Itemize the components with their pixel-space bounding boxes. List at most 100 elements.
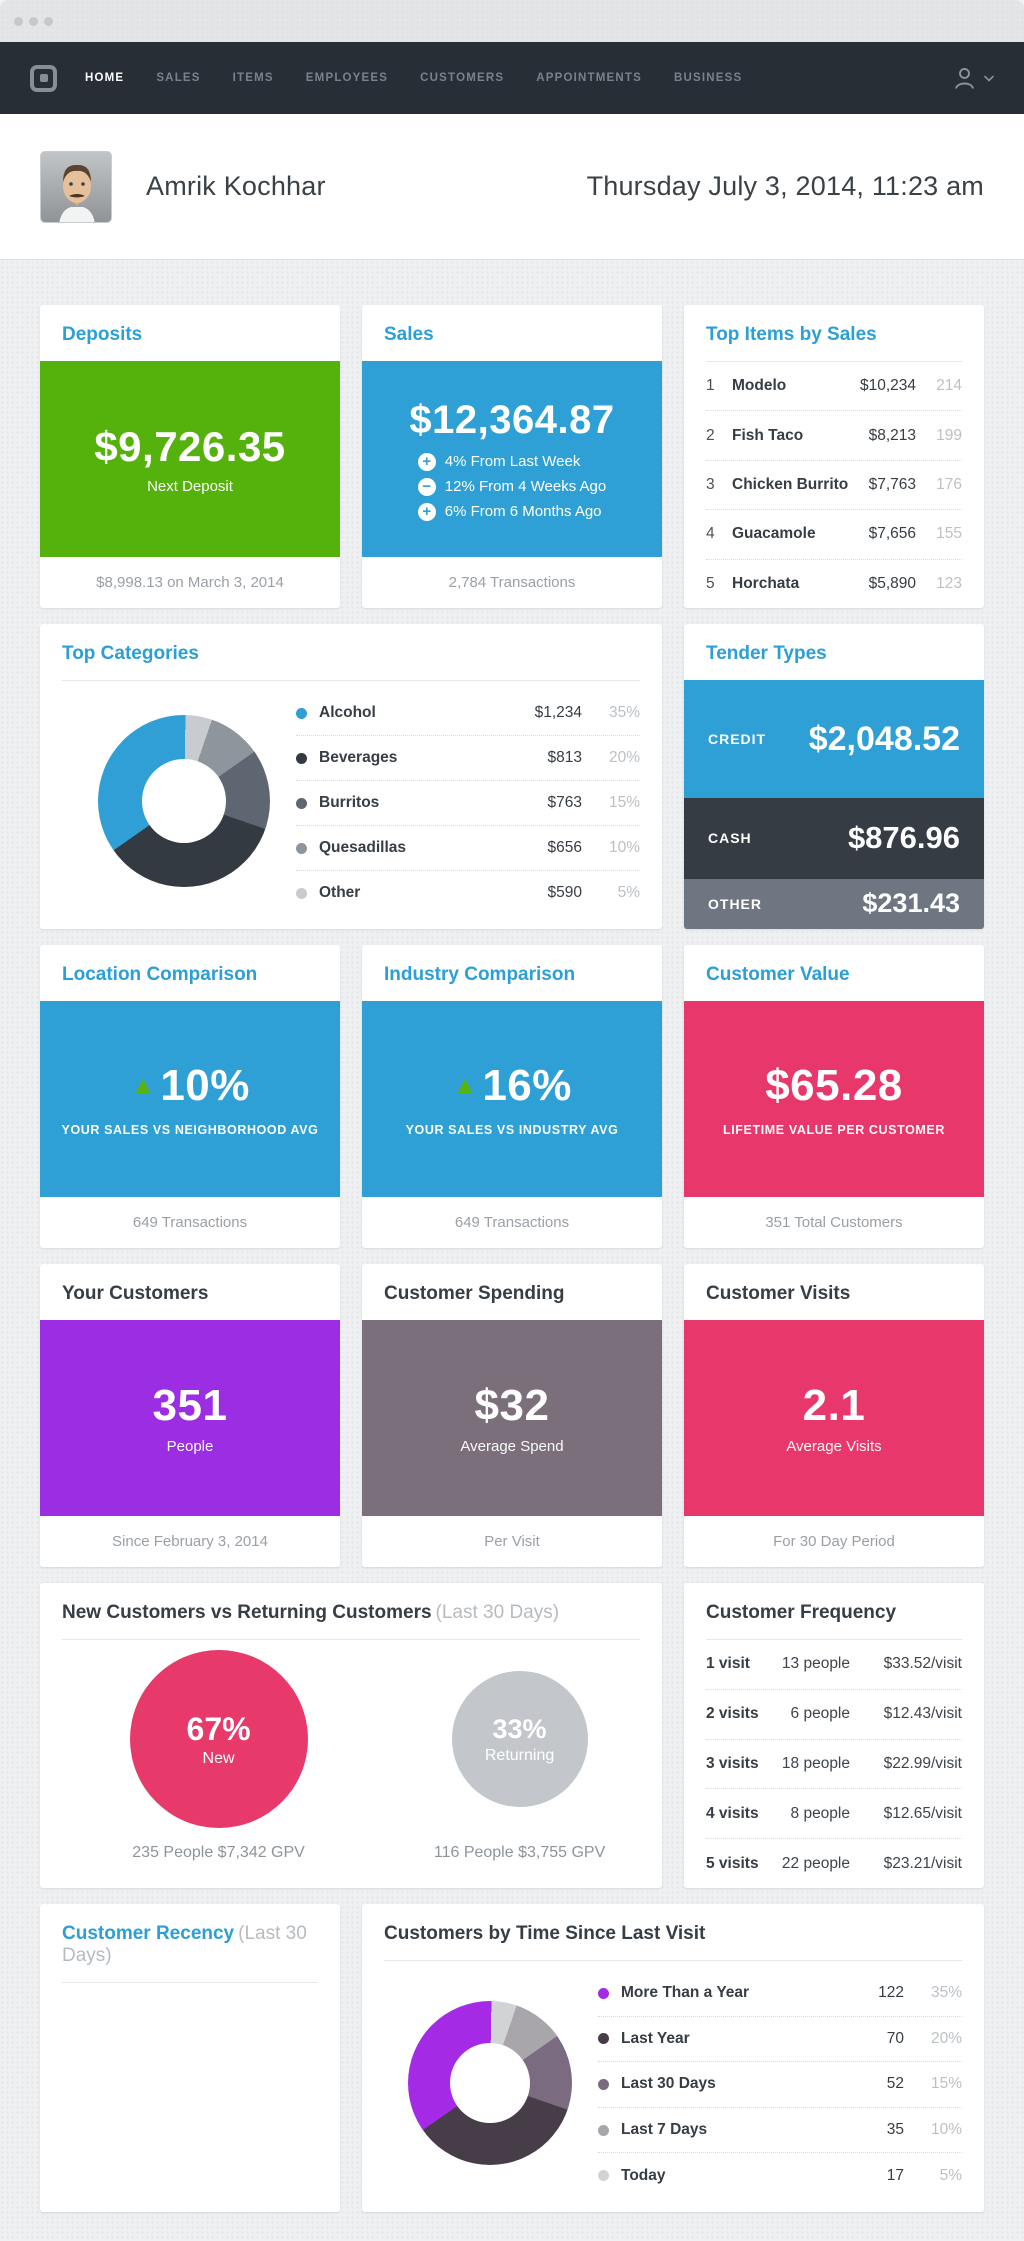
customer-visits-footer: For 30 Day Period [773, 1533, 895, 1550]
customer-spending-value: $32 [474, 1381, 550, 1430]
customer-recency-title: Customer Recency (Last 30 Days) [40, 1904, 340, 1982]
categories-legend: Alcohol $1,234 35% Beverages $813 20% [296, 687, 640, 915]
title-text: New Customers vs Returning Customers [62, 1602, 432, 1623]
customer-spending-footer: Per Visit [484, 1533, 540, 1550]
customer-frequency-card: Customer Frequency 1 visit 13 people $33… [684, 1583, 984, 1888]
current-date: Thursday July 3, 2014, 11:23 am [586, 171, 984, 201]
customer-value-label: LIFETIME VALUE PER CUSTOMER [723, 1123, 945, 1137]
legend-bullet-icon [598, 2170, 609, 2182]
people-count: 13 people [781, 1655, 850, 1673]
top-items-list: 1 Modelo $10,234 214 2 Fish Taco $8,213 … [684, 361, 984, 608]
legend-label: Beverages [319, 749, 398, 766]
window-control-icon[interactable] [14, 16, 23, 26]
customer-spending-card: Customer Spending $32 Average Spend Per … [362, 1264, 662, 1567]
legend-label: Today [621, 2166, 666, 2184]
nav-item-sales[interactable]: SALES [156, 72, 201, 84]
legend-bullet-icon [598, 2124, 609, 2136]
legend-row: Beverages $813 20% [296, 735, 640, 780]
window-control-icon[interactable] [44, 16, 53, 26]
up-arrow-icon: ▲ [452, 1070, 479, 1100]
visits-label: 3 visits [706, 1754, 759, 1772]
nav-item-customers[interactable]: CUSTOMERS [420, 72, 505, 84]
top-categories-card: Top Categories Alcohol $1,234 35% B [40, 624, 662, 929]
item-rank: 5 [706, 574, 715, 592]
list-item: 5 Horchata $5,890 123 [706, 558, 962, 608]
legend-pct: 10% [608, 839, 640, 856]
legend-label: Quesadillas [319, 839, 407, 856]
your-customers-footer: Since February 3, 2014 [112, 1533, 268, 1550]
legend-row: Today 17 5% [598, 2152, 962, 2198]
avatar [40, 150, 112, 223]
your-customers-title: Your Customers [62, 1283, 209, 1304]
location-comparison-footer: 649 Transactions [132, 1214, 248, 1231]
merchant-name: Amrik Kochhar [146, 171, 326, 201]
portrait-image [41, 151, 111, 222]
nav-item-home[interactable]: HOME [85, 72, 125, 84]
account-menu[interactable] [951, 65, 994, 92]
tender-types-title: Tender Types [706, 643, 827, 664]
window-control-icon[interactable] [29, 16, 38, 26]
per-visit-value: $23.21/visit [883, 1854, 962, 1872]
window-titlebar [0, 0, 1024, 42]
legend-value: $656 [547, 839, 582, 856]
legend-row: Last Year 70 20% [598, 2015, 962, 2062]
sales-change-row: + 4% From Last Week [417, 452, 606, 471]
your-customers-card: Your Customers 351 People Since February… [40, 1264, 340, 1567]
recency-donut-chart [408, 2000, 572, 2165]
legend-bullet-icon [296, 752, 307, 764]
per-visit-value: $12.43/visit [883, 1705, 962, 1723]
customer-visits-label: Average Visits [786, 1438, 882, 1455]
customer-value-title: Customer Value [706, 964, 850, 985]
item-count: 199 [936, 426, 962, 444]
returning-customers-group: 33% Returning 116 People $3,755 GPV [387, 1644, 652, 1876]
top-items-title: Top Items by Sales [706, 324, 877, 345]
top-categories-title: Top Categories [62, 643, 199, 664]
tender-label: OTHER [708, 895, 762, 912]
item-name: Guacamole [732, 525, 816, 543]
your-customers-label: People [166, 1438, 214, 1455]
your-customers-block: 351 People [40, 1320, 340, 1516]
industry-comparison-value: 16% [482, 1061, 572, 1110]
plus-icon: + [417, 452, 436, 471]
new-caption: 235 People $7,342 GPV [132, 1844, 305, 1861]
legend-label: Alcohol [319, 704, 376, 721]
customer-value-footer: 351 Total Customers [765, 1214, 903, 1231]
location-comparison-block: ▲10% YOUR SALES VS NEIGHBORHOOD AVG [40, 1001, 340, 1197]
merchant-header: Amrik Kochhar Thursday July 3, 2014, 11:… [0, 114, 1024, 260]
deposits-title: Deposits [62, 324, 143, 345]
item-value: $10,234 [859, 377, 916, 395]
customer-spending-block: $32 Average Spend [362, 1320, 662, 1516]
tender-label: CASH [708, 830, 752, 847]
tender-credit-row: CREDIT $2,048.52 [684, 680, 984, 799]
nav-item-items[interactable]: ITEMS [232, 72, 274, 84]
customer-spending-title: Customer Spending [384, 1283, 565, 1304]
legend-label: Other [319, 884, 361, 901]
top-items-card: Top Items by Sales 1 Modelo $10,234 214 … [684, 305, 984, 608]
people-count: 22 people [781, 1854, 850, 1872]
list-item: 3 Chicken Burrito $7,763 176 [706, 459, 962, 509]
legend-bullet-icon [296, 797, 307, 809]
frequency-row: 4 visits 8 people $12.65/visit [706, 1788, 962, 1838]
up-arrow-icon: ▲ [130, 1070, 157, 1100]
frequency-row: 1 visit 13 people $33.52/visit [706, 1639, 962, 1689]
legend-label: Burritos [319, 794, 380, 811]
legend-bullet-icon [598, 2078, 609, 2090]
nav-item-business[interactable]: BUSINESS [674, 72, 743, 84]
people-count: 18 people [781, 1754, 850, 1772]
nav-item-employees[interactable]: EMPLOYEES [305, 72, 389, 84]
location-comparison-label: YOUR SALES VS NEIGHBORHOOD AVG [61, 1123, 319, 1137]
legend-value: $813 [547, 749, 582, 766]
square-logo-icon[interactable] [30, 64, 57, 92]
frequency-row: 5 visits 22 people $23.21/visit [706, 1838, 962, 1888]
sales-change-row: + 6% From 6 Months Ago [417, 502, 606, 521]
time-since-last-visit-title: Customers by Time Since Last Visit [384, 1923, 706, 1944]
change-text: 4% From Last Week [444, 453, 581, 470]
new-label: New [202, 1749, 235, 1767]
change-text: 12% From 4 Weeks Ago [444, 478, 607, 495]
customer-value-amount: $65.28 [765, 1061, 903, 1110]
visits-label: 1 visit [706, 1655, 750, 1673]
customer-value-block: $65.28 LIFETIME VALUE PER CUSTOMER [684, 1001, 984, 1197]
item-count: 214 [936, 377, 962, 395]
title-subtext: (Last 30 Days) [62, 1923, 307, 1966]
nav-item-appointments[interactable]: APPOINTMENTS [536, 72, 643, 84]
